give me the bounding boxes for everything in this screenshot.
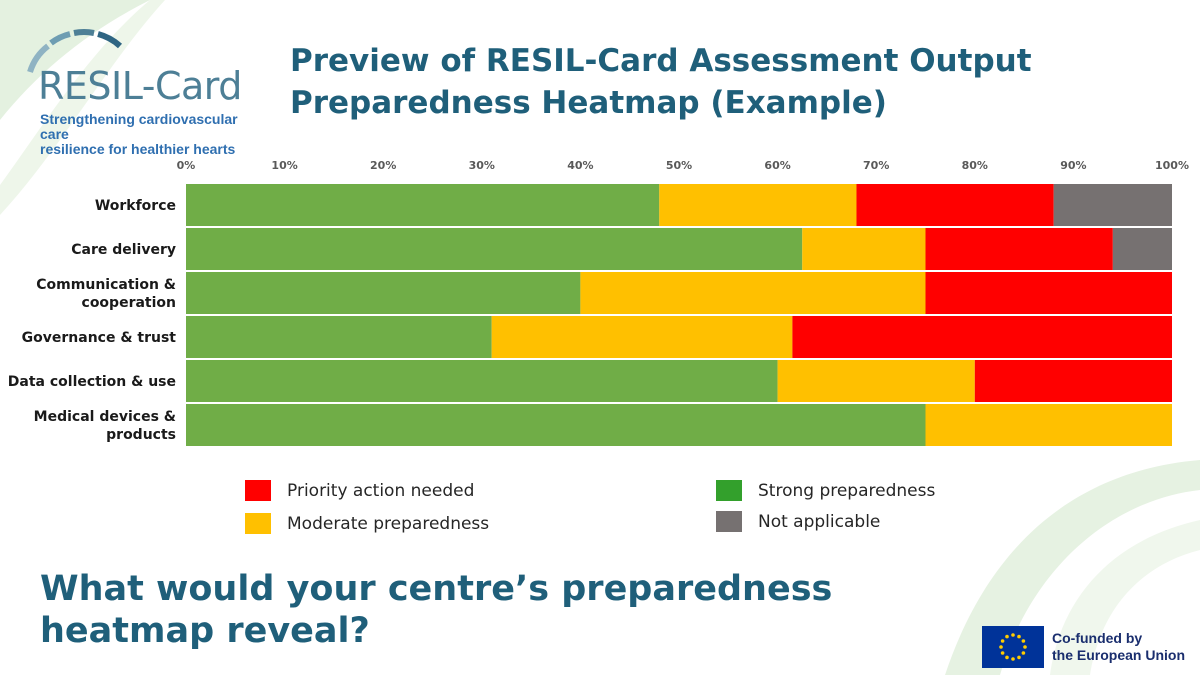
eu-cofunded-badge: Co-funded by the European Union bbox=[982, 625, 1192, 669]
bar-segment bbox=[186, 316, 492, 358]
x-tick-label: 0% bbox=[177, 159, 196, 172]
legend-swatch-moderate bbox=[245, 513, 271, 534]
bar-segment bbox=[802, 228, 926, 270]
legend-swatch-priority bbox=[245, 480, 271, 501]
category-label-line: Workforce bbox=[95, 198, 176, 214]
bar-segment bbox=[974, 360, 1172, 402]
legend-label-priority: Priority action needed bbox=[287, 480, 475, 501]
x-tick-label: 80% bbox=[962, 159, 988, 172]
x-tick-label: 90% bbox=[1060, 159, 1086, 172]
bar-segment bbox=[491, 316, 793, 358]
x-tick-label: 60% bbox=[764, 159, 790, 172]
x-tick-label: 100% bbox=[1155, 159, 1189, 172]
preparedness-heatmap-chart: 0% 10% 20% 30% 40% 50% 60% 70% 80% 90% 100% Workfor… bbox=[0, 150, 1200, 460]
category-label-line: Data collection & use bbox=[8, 374, 176, 390]
x-tick-label: 30% bbox=[469, 159, 495, 172]
category-label: Data collection & use bbox=[8, 374, 176, 390]
bar-segment bbox=[186, 404, 926, 446]
eu-star-icon bbox=[1011, 633, 1015, 637]
bar-segment bbox=[1053, 184, 1172, 226]
eu-star-icon bbox=[1011, 657, 1015, 661]
x-tick-label: 50% bbox=[666, 159, 692, 172]
category-label: Medical devices & products bbox=[34, 409, 176, 443]
x-tick-label: 40% bbox=[567, 159, 593, 172]
bar-segment bbox=[925, 404, 1172, 446]
bar-segment bbox=[580, 272, 926, 314]
eu-star-icon bbox=[1023, 645, 1027, 649]
legend-label-strong: Strong preparedness bbox=[758, 480, 936, 501]
category-label-line: cooperation bbox=[82, 295, 176, 311]
page-title-line1: Preview of RESIL-Card Assessment Output bbox=[290, 43, 1032, 79]
eu-star-icon bbox=[1000, 651, 1005, 655]
category-label: Communication & cooperation bbox=[36, 277, 176, 311]
bar-segment bbox=[856, 184, 1054, 226]
bar-segment bbox=[186, 228, 803, 270]
closing-question: What would your centre’s preparedness he… bbox=[40, 568, 832, 652]
category-label: Care delivery bbox=[71, 242, 176, 258]
bar-segment bbox=[925, 272, 1172, 314]
legend-label-not-applicable: Not applicable bbox=[758, 511, 881, 532]
resil-card-logo: RESIL-Card Strengthening cardiovascular … bbox=[20, 28, 260, 157]
x-tick-label: 20% bbox=[370, 159, 396, 172]
logo-arc-icon bbox=[27, 29, 123, 73]
x-tick-label: 10% bbox=[271, 159, 297, 172]
eu-star-icon bbox=[1017, 634, 1021, 639]
bar-segment bbox=[777, 360, 975, 402]
page-title: Preview of RESIL-Card Assessment Output … bbox=[290, 40, 1032, 124]
bar-segment bbox=[186, 360, 778, 402]
eu-flag-icon bbox=[982, 626, 1044, 668]
legend-item-strong: Strong preparedness bbox=[716, 480, 935, 501]
eu-text-line1: Co-funded by bbox=[1052, 630, 1143, 646]
legend-swatch-not-applicable bbox=[716, 511, 742, 532]
eu-text-line2: the European Union bbox=[1052, 647, 1185, 663]
bar-segment bbox=[186, 272, 581, 314]
closing-question-line1: What would your centre’s preparedness bbox=[40, 569, 833, 609]
bar-segment bbox=[1112, 228, 1172, 270]
eu-star-icon bbox=[999, 645, 1003, 649]
bar-segment bbox=[792, 316, 1172, 358]
category-label-line: products bbox=[106, 427, 176, 443]
category-label: Workforce bbox=[95, 198, 176, 214]
eu-star-icon bbox=[1005, 655, 1009, 660]
eu-star-icon bbox=[1021, 639, 1026, 643]
legend-item-not-applicable: Not applicable bbox=[716, 511, 880, 532]
logo-tagline-line2: resilience for healthier hearts bbox=[40, 141, 236, 157]
bar-segment bbox=[925, 228, 1113, 270]
eu-cofunded-text: Co-funded by the European Union bbox=[1052, 630, 1185, 664]
chart-legend: Priority action needed Moderate prepared… bbox=[0, 470, 1200, 540]
category-label-line: Communication & bbox=[36, 277, 176, 293]
category-label-line: Governance & trust bbox=[22, 330, 177, 346]
logo-tagline: Strengthening cardiovascular care resili… bbox=[40, 112, 260, 157]
eu-star-icon bbox=[1000, 639, 1005, 643]
logo-tagline-line1: Strengthening cardiovascular care bbox=[40, 111, 238, 142]
eu-star-icon bbox=[1017, 655, 1021, 660]
category-label: Governance & trust bbox=[22, 330, 177, 346]
eu-star-icon bbox=[1005, 634, 1009, 639]
page-title-line2: Preparedness Heatmap (Example) bbox=[290, 85, 887, 121]
legend-item-priority: Priority action needed bbox=[245, 480, 474, 501]
legend-swatch-strong bbox=[716, 480, 742, 501]
chart-svg: 0% 10% 20% 30% 40% 50% 60% 70% 80% 90% 100% Workfor… bbox=[8, 159, 1189, 446]
eu-star-icon bbox=[1021, 651, 1026, 655]
closing-question-line2: heatmap reveal? bbox=[40, 611, 370, 651]
bar-segment bbox=[186, 184, 660, 226]
category-label-line: Medical devices & bbox=[34, 409, 176, 425]
legend-item-moderate: Moderate preparedness bbox=[245, 513, 489, 534]
logo-wordmark: RESIL-Card bbox=[38, 64, 242, 108]
legend-label-moderate: Moderate preparedness bbox=[287, 513, 490, 534]
bar-segment bbox=[659, 184, 857, 226]
x-tick-label: 70% bbox=[863, 159, 889, 172]
category-label-line: Care delivery bbox=[71, 242, 176, 258]
